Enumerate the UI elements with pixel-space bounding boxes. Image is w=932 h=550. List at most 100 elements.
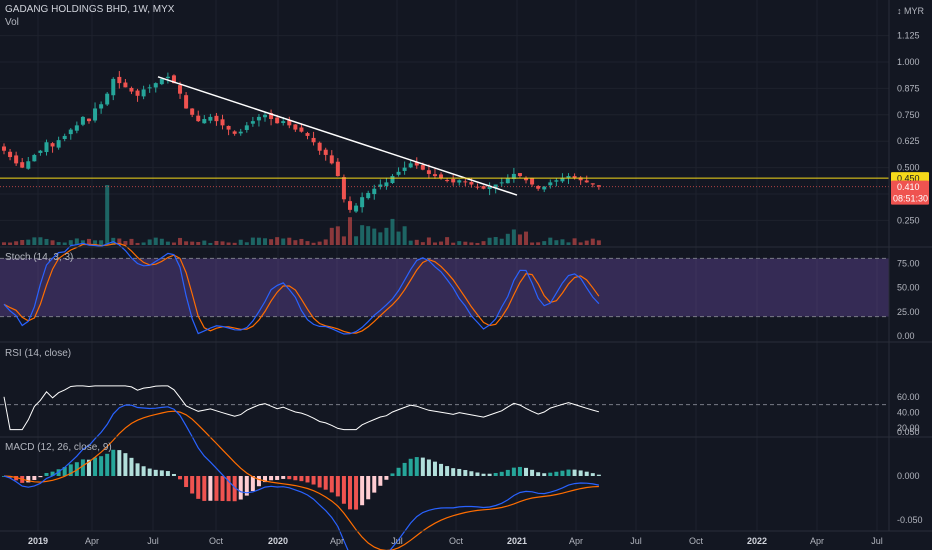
candle-body xyxy=(80,116,85,125)
time-tick-label: 2020 xyxy=(268,536,288,546)
candle-body xyxy=(335,161,340,177)
last-price-tag xyxy=(891,180,929,205)
volume-bar xyxy=(439,241,444,245)
volume-bar xyxy=(32,237,37,245)
macd-histogram-bar xyxy=(457,468,462,476)
candle-body xyxy=(596,185,601,187)
macd-histogram-bar xyxy=(38,476,43,478)
candle-body xyxy=(202,119,207,124)
macd-histogram-bar xyxy=(32,476,37,481)
volume-bar xyxy=(153,237,158,245)
candle-body xyxy=(293,124,298,130)
candle-body xyxy=(360,197,365,208)
volume-bar xyxy=(426,237,431,245)
macd-histogram-bar xyxy=(93,457,98,476)
candle-body xyxy=(420,165,425,170)
macd-histogram-bar xyxy=(275,476,280,480)
candle-body xyxy=(38,150,43,153)
candle-body xyxy=(68,129,73,135)
candle-body xyxy=(366,192,371,199)
candle-body xyxy=(214,115,219,122)
volume-bar xyxy=(347,217,352,245)
macd-histogram-bar xyxy=(153,469,158,476)
volume-bar xyxy=(287,237,292,245)
macd-histogram-bar xyxy=(293,476,298,481)
time-tick-label: Apr xyxy=(85,536,99,546)
macd-histogram-bar xyxy=(554,471,559,476)
candle-body xyxy=(44,142,49,153)
macd-title: MACD (12, 26, close, 9) xyxy=(5,442,112,453)
volume-bar xyxy=(202,240,207,245)
candle-body xyxy=(238,131,243,134)
volume-bar xyxy=(74,238,79,245)
candle-body xyxy=(184,95,189,109)
volume-bar xyxy=(26,239,31,245)
volume-bar xyxy=(578,242,583,245)
time-tick-label: 2022 xyxy=(747,536,767,546)
stoch-tick-label: 0.00 xyxy=(897,331,915,341)
macd-histogram-bar xyxy=(256,476,261,487)
candle-body xyxy=(56,140,61,148)
candle-body xyxy=(196,115,201,122)
price-tick-label: 1.000 xyxy=(897,57,920,67)
time-tick-label: Apr xyxy=(569,536,583,546)
candle-body xyxy=(463,181,468,183)
candle-body xyxy=(32,154,37,162)
macd-histogram-bar xyxy=(56,469,61,476)
volume-bar xyxy=(244,242,249,245)
axes xyxy=(0,0,932,532)
macd-histogram-bar xyxy=(74,462,79,476)
macd-histogram-bar xyxy=(372,476,377,493)
candle-body xyxy=(566,176,571,179)
volume-bar xyxy=(596,240,601,245)
volume-bar xyxy=(457,241,462,245)
candle-body xyxy=(269,113,274,120)
macd-histogram-bar xyxy=(86,459,91,476)
macd-line xyxy=(3,404,600,550)
volume-bar xyxy=(226,242,231,245)
price-overlays xyxy=(0,76,889,196)
rsi-tick-label: 40.00 xyxy=(897,407,920,417)
macd-histogram-bar xyxy=(566,469,571,476)
candle-body xyxy=(178,85,183,94)
candle-body xyxy=(171,75,176,84)
stoch-k-line xyxy=(3,241,600,335)
macd-histogram-bar xyxy=(378,476,383,486)
volume-bar xyxy=(311,242,316,245)
volume-bar xyxy=(360,225,365,245)
macd-histogram-bar xyxy=(341,476,346,504)
volume-bar xyxy=(530,242,535,245)
candle-body xyxy=(414,161,419,166)
volume-bar xyxy=(487,237,492,245)
candle-body xyxy=(86,118,91,122)
volume-bar xyxy=(493,237,498,245)
volume-label: Vol xyxy=(5,17,19,28)
candle-body xyxy=(256,116,261,121)
candle-body xyxy=(123,82,128,88)
volume-bar xyxy=(50,240,55,245)
macd-histogram-bar xyxy=(517,466,522,476)
macd-histogram-bar xyxy=(584,471,589,476)
volume-bar xyxy=(511,229,516,245)
macd-histogram-bar xyxy=(402,462,407,476)
currency-label: ↕ MYR xyxy=(897,6,925,16)
volume-bar xyxy=(451,242,456,245)
candle-body xyxy=(396,171,401,175)
candle-body xyxy=(232,131,237,134)
macd-histogram-bar xyxy=(396,467,401,476)
macd-histogram-bar xyxy=(505,469,510,476)
macd-histogram-bar xyxy=(469,471,474,476)
candle-body xyxy=(281,121,286,124)
macd-histogram-bar xyxy=(578,470,583,476)
macd-histogram-bar xyxy=(305,476,310,483)
macd-histogram-bar xyxy=(317,476,322,488)
stoch-title: Stoch (14, 3, 3) xyxy=(5,252,74,263)
candle-body xyxy=(572,176,577,179)
macd-signal-line xyxy=(3,410,599,550)
macd-histogram-bar xyxy=(408,458,413,476)
candle-body xyxy=(305,133,310,136)
macd-histogram-bar xyxy=(414,457,419,476)
time-tick-label: Apr xyxy=(330,536,344,546)
candle-body xyxy=(384,182,389,187)
